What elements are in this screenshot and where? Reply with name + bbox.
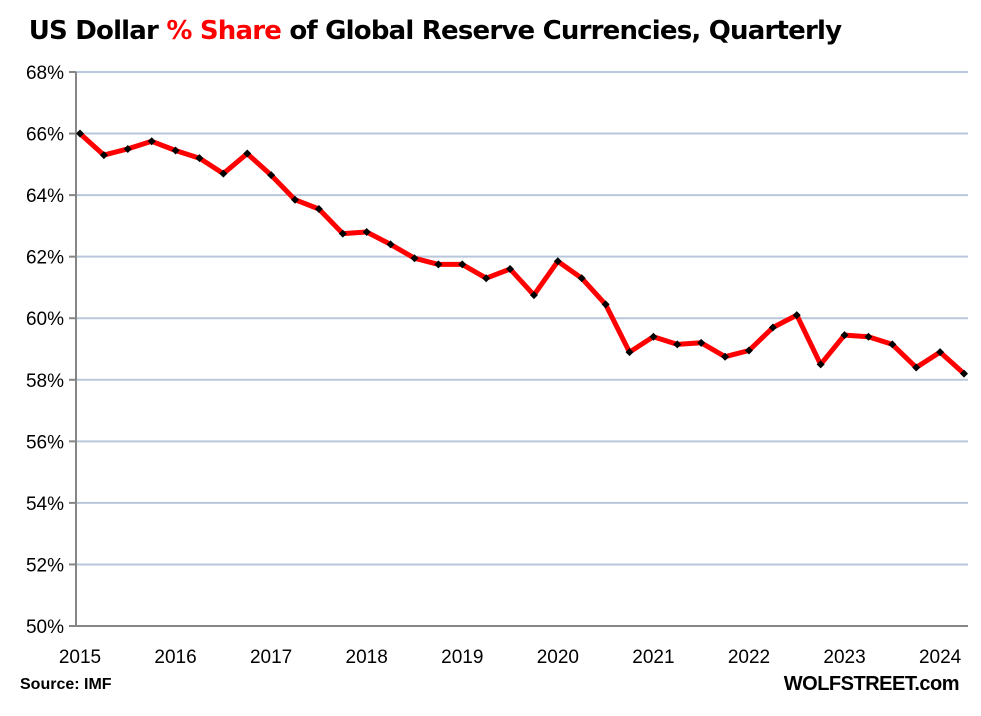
data-point-2024Q2 (960, 369, 968, 378)
data-point-2024Q1 (936, 348, 945, 357)
y-tick-label: 58% (26, 371, 64, 392)
y-tick-label: 64% (26, 186, 64, 207)
y-tick-label: 66% (26, 125, 64, 146)
data-point-2015Q2 (99, 151, 108, 160)
data-point-2020Q1 (553, 257, 562, 266)
data-point-2016Q4 (243, 149, 252, 158)
data-point-2016Q1 (171, 146, 180, 155)
data-point-2019Q1 (458, 260, 467, 269)
x-tick-label: 2017 (250, 647, 292, 668)
data-point-2022Q1 (744, 346, 753, 355)
data-point-2023Q4 (912, 363, 921, 372)
y-axis-ticks: 50% 52% 54% 56% 58% 60% 62% 64% 66% 68% (26, 63, 76, 638)
y-tick-label: 50% (26, 617, 64, 638)
data-point-2021Q1 (649, 332, 658, 341)
data-point-2022Q4 (816, 360, 825, 369)
title-suffix: of Global Reserve Currencies, Quarterly (281, 16, 842, 46)
x-tick-label: 2024 (919, 647, 962, 668)
data-point-2019Q2 (482, 274, 491, 283)
x-tick-label: 2018 (346, 647, 388, 668)
x-tick-label: 2023 (823, 647, 865, 668)
x-tick-label: 2022 (728, 647, 770, 668)
data-point-2023Q1 (840, 331, 849, 340)
data-point-2017Q3 (314, 204, 323, 213)
data-point-2021Q4 (721, 352, 730, 361)
data-point-2019Q4 (529, 291, 538, 300)
x-tick-label: 2016 (154, 647, 196, 668)
x-tick-label: 2019 (441, 647, 483, 668)
data-point-2022Q2 (768, 323, 777, 332)
data-point-2018Q3 (410, 254, 419, 263)
source-label: Source: IMF (20, 676, 112, 693)
gridlines (76, 71, 968, 566)
data-point-2016Q2 (195, 154, 204, 163)
data-point-2020Q2 (577, 274, 586, 283)
title-prefix: US Dollar (28, 16, 167, 46)
data-point-2021Q2 (673, 340, 682, 349)
data-point-2021Q3 (697, 338, 706, 347)
y-tick-label: 54% (26, 494, 64, 515)
brand-label: WOLFSTREET.com (783, 673, 960, 695)
data-point-2020Q3 (601, 300, 610, 309)
x-tick-label: 2015 (59, 647, 101, 668)
data-point-2022Q3 (792, 311, 801, 320)
title-highlight: % Share (166, 16, 282, 46)
x-axis-ticks: 2015 2016 2017 2018 2019 2020 2021 2022 2023 2024 (59, 647, 962, 668)
data-point-2023Q3 (888, 340, 897, 349)
series-usd-share (76, 129, 968, 378)
series-line (78, 131, 966, 376)
data-point-2020Q4 (625, 348, 634, 357)
data-point-2017Q2 (291, 195, 300, 204)
data-point-2017Q1 (267, 171, 276, 180)
data-point-2018Q2 (386, 240, 395, 249)
data-point-2015Q4 (147, 137, 156, 146)
y-tick-label: 62% (26, 248, 64, 269)
data-point-2023Q2 (864, 332, 873, 341)
y-tick-label: 56% (26, 432, 64, 453)
x-tick-label: 2020 (537, 647, 579, 668)
data-point-2018Q1 (362, 228, 371, 237)
data-point-2015Q1 (76, 129, 84, 138)
y-tick-label: 68% (26, 63, 64, 84)
data-point-2016Q3 (219, 169, 228, 178)
data-point-2017Q4 (338, 229, 347, 238)
data-point-2018Q4 (434, 260, 443, 269)
y-tick-label: 60% (26, 309, 64, 330)
axes (75, 72, 968, 627)
x-tick-label: 2021 (632, 647, 674, 668)
data-point-2015Q3 (123, 144, 132, 153)
chart-title: US Dollar % Share of Global Reserve Curr… (0, 16, 870, 46)
data-point-2019Q3 (506, 264, 515, 273)
y-tick-label: 52% (26, 555, 64, 576)
